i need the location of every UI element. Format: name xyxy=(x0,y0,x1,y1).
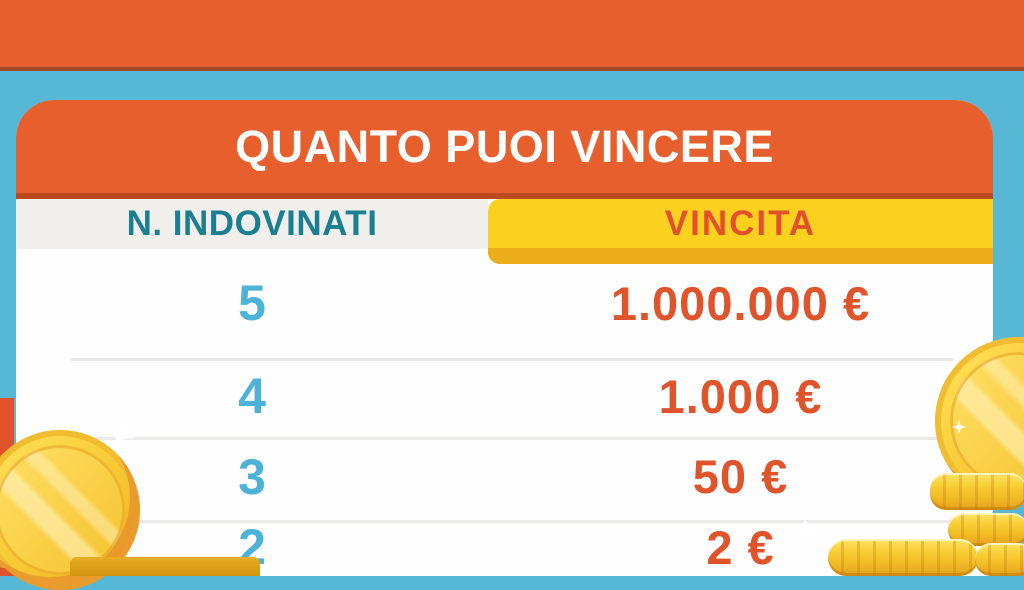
table-row: 5 1.000.000 € xyxy=(16,249,993,357)
prize-rows: 5 1.000.000 € 4 1.000 € 3 50 € 2 2 € xyxy=(16,249,993,576)
guessed-count: 3 xyxy=(238,448,266,505)
row-divider xyxy=(71,358,953,361)
card-header: QUANTO PUOI VINCERE xyxy=(16,100,993,199)
column-header-prize: VINCITA xyxy=(488,199,993,264)
row-divider xyxy=(71,437,953,440)
gold-coin-edge-icon xyxy=(70,557,260,576)
column-header-prize-label: VINCITA xyxy=(664,204,817,243)
top-orange-band xyxy=(0,0,1024,71)
row-divider xyxy=(71,520,953,523)
table-row: 4 1.000 € xyxy=(16,357,993,435)
guessed-count: 4 xyxy=(238,368,266,425)
page-title: QUANTO PUOI VINCERE xyxy=(235,120,774,172)
prize-value: 2 € xyxy=(706,520,775,574)
gold-coin-stack-icon xyxy=(930,473,1024,510)
table-row: 3 50 € xyxy=(16,436,993,518)
prize-value: 50 € xyxy=(692,450,789,504)
gold-strip xyxy=(488,248,993,264)
prize-value: 1.000 € xyxy=(658,369,823,423)
prize-table-card: QUANTO PUOI VINCERE N. INDOVINATI VINCIT… xyxy=(16,100,993,576)
column-header-guessed: N. INDOVINATI xyxy=(16,199,488,249)
gold-coin-stack-icon xyxy=(828,539,978,576)
gold-coin-stack-icon xyxy=(975,543,1024,576)
column-header-guessed-label: N. INDOVINATI xyxy=(126,204,378,243)
prize-value: 1.000.000 € xyxy=(610,276,871,330)
guessed-count: 5 xyxy=(238,275,266,332)
